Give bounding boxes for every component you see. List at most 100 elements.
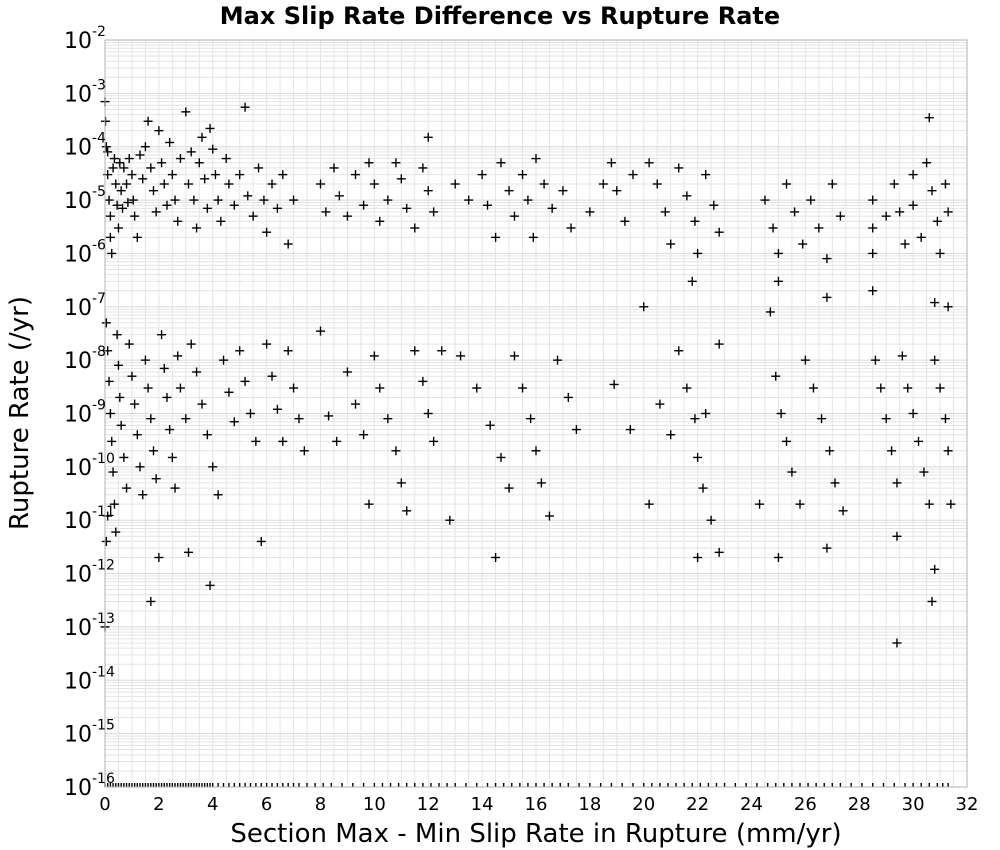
data-point: [123, 198, 133, 208]
data-point: [383, 195, 393, 205]
y-tick-exponent: -11: [92, 504, 115, 520]
data-point: [782, 179, 792, 189]
data-point: [115, 392, 125, 402]
data-point: [202, 203, 212, 213]
data-point: [930, 298, 940, 308]
data-point: [112, 200, 122, 210]
data-point: [773, 276, 783, 286]
data-point: [496, 158, 506, 168]
data-point: [544, 511, 554, 521]
data-point: [283, 346, 293, 356]
data-point: [213, 490, 223, 500]
data-point: [830, 478, 840, 488]
data-point: [798, 239, 808, 249]
data-point: [208, 462, 218, 472]
data-point: [251, 436, 261, 446]
data-point: [124, 339, 134, 349]
data-point: [157, 330, 167, 340]
data-point: [342, 211, 352, 221]
data-point: [267, 371, 277, 381]
data-point: [351, 170, 361, 180]
data-point: [919, 467, 929, 477]
x-tick-label: 12: [417, 794, 440, 815]
data-point: [932, 216, 942, 226]
data-point: [186, 147, 196, 157]
grid: [104, 40, 968, 788]
data-point: [908, 409, 918, 418]
data-point: [666, 239, 676, 249]
y-tick-exponent: -15: [92, 718, 115, 734]
data-point: [122, 179, 132, 189]
data-point: [101, 536, 111, 546]
data-point: [714, 339, 724, 349]
data-point: [154, 126, 164, 136]
x-tick-label: 2: [153, 794, 164, 815]
data-point: [838, 506, 848, 516]
y-tick-exponent: -5: [92, 184, 106, 200]
data-point: [278, 170, 288, 180]
data-point: [205, 123, 215, 133]
data-point: [175, 154, 185, 164]
data-point: [192, 223, 202, 233]
data-point: [104, 195, 114, 205]
data-point: [787, 467, 797, 477]
data-point: [539, 179, 549, 189]
data-point: [245, 409, 255, 418]
data-point: [369, 179, 379, 189]
y-tick-exponent: -12: [92, 558, 115, 574]
data-point: [130, 399, 140, 409]
data-point: [105, 409, 115, 418]
data-point: [464, 195, 474, 205]
data-point: [101, 142, 111, 152]
data-point: [391, 158, 401, 168]
data-point: [410, 223, 420, 233]
chart-title: Max Slip Rate Difference vs Rupture Rate: [220, 2, 780, 30]
data-point: [127, 170, 137, 180]
data-point: [868, 248, 878, 258]
data-point: [175, 383, 185, 393]
data-point: [132, 430, 142, 440]
y-tick-label: 10: [64, 349, 92, 374]
data-point: [908, 170, 918, 180]
data-point: [235, 170, 245, 180]
data-point: [773, 248, 783, 258]
data-point: [324, 411, 334, 421]
data-point: [598, 179, 608, 189]
plot-frame: [104, 39, 968, 788]
data-point: [666, 430, 676, 440]
data-point: [814, 223, 824, 233]
data-point: [558, 186, 568, 196]
y-tick-exponent: -3: [92, 77, 106, 93]
data-point: [483, 200, 493, 210]
data-point: [485, 420, 495, 430]
data-point: [822, 292, 832, 302]
data-point: [606, 158, 616, 168]
data-point: [940, 414, 950, 424]
data-point: [113, 223, 123, 233]
data-point: [682, 191, 692, 201]
data-point: [107, 248, 117, 258]
data-point: [173, 216, 183, 226]
y-tick-label: 10: [64, 616, 92, 641]
data-point: [701, 170, 711, 180]
data-point: [523, 195, 533, 205]
data-point: [208, 144, 218, 154]
data-point: [518, 383, 528, 393]
data-point: [334, 191, 344, 201]
data-point: [115, 158, 125, 168]
data-point: [104, 376, 114, 386]
data-point: [504, 186, 514, 196]
y-tick-label: 10: [64, 776, 92, 801]
y-tick-exponent: -7: [92, 291, 106, 307]
x-tick-label: 8: [315, 794, 326, 815]
data-point: [159, 179, 169, 189]
x-axis-label: Section Max - Min Slip Rate in Rupture (…: [230, 819, 841, 849]
data-point: [660, 207, 670, 217]
data-point: [248, 211, 258, 221]
data-point: [687, 276, 697, 286]
y-tick-label: 10: [64, 403, 92, 428]
data-point: [167, 170, 177, 180]
data-point: [827, 179, 837, 189]
y-tick-exponent: -9: [92, 398, 106, 414]
data-point: [109, 499, 119, 509]
